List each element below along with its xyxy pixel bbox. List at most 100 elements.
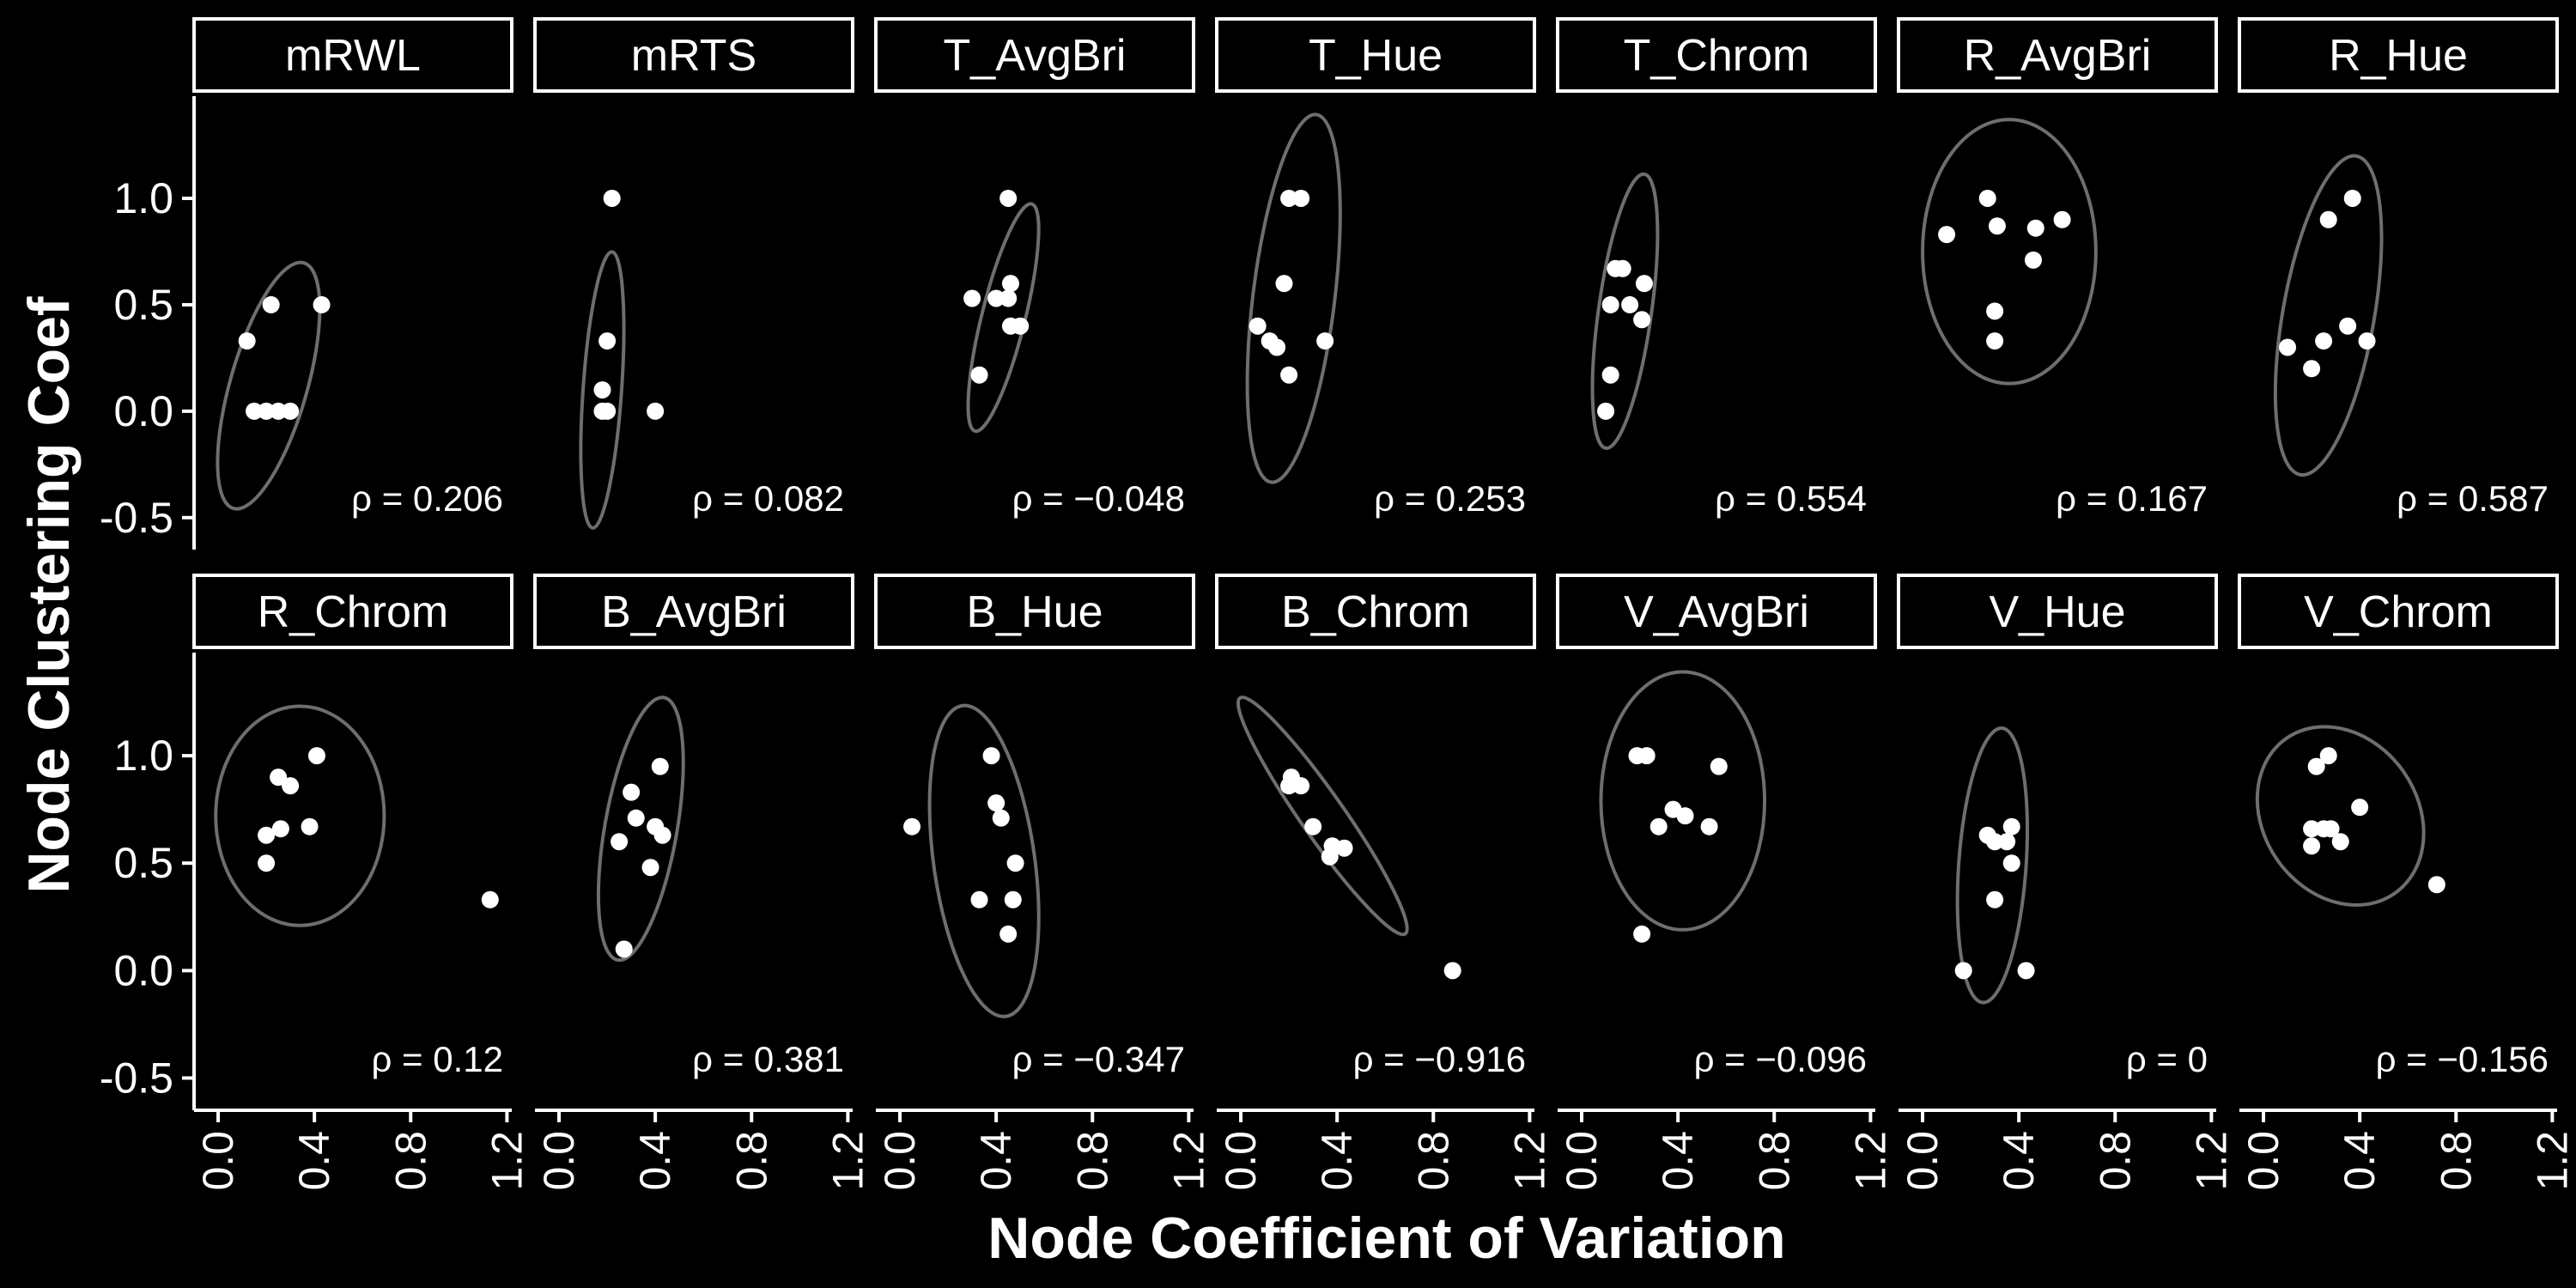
correlation-label: ρ = 0 <box>2126 1039 2208 1079</box>
confidence-ellipse <box>1599 670 1767 932</box>
facet-strip <box>192 574 513 649</box>
facet-strip-label: V_Hue <box>1990 587 2126 637</box>
facet-panel: T_Hue ρ = 0.253 <box>1215 17 1536 519</box>
data-point <box>262 295 280 313</box>
data-point <box>593 381 611 399</box>
data-point <box>313 295 331 313</box>
confidence-ellipse <box>1921 118 2098 386</box>
data-point <box>282 402 300 420</box>
confidence-ellipse <box>1245 112 1342 484</box>
data-point <box>1275 275 1293 293</box>
x-tick-label: 0.4 <box>631 1131 679 1191</box>
data-point <box>627 809 645 827</box>
facet-strip-label: V_AvgBri <box>1624 587 1809 637</box>
correlation-label: ρ = −0.347 <box>1012 1039 1185 1079</box>
data-point <box>2427 876 2445 894</box>
facet-strip-label: V_Chrom <box>2304 587 2493 637</box>
confidence-ellipse <box>596 696 685 963</box>
data-point <box>1443 962 1461 980</box>
y-tick-label: 0.0 <box>113 946 173 994</box>
data-point <box>1006 854 1024 872</box>
facet-strip <box>1556 17 1877 93</box>
data-point <box>1004 890 1022 908</box>
facet-strip <box>1897 574 2218 649</box>
facet-strip <box>533 574 854 649</box>
data-point <box>2053 210 2071 228</box>
data-point <box>1268 338 1286 356</box>
data-point <box>2279 338 2297 356</box>
y-axis-title: Node Clustering Coef <box>16 296 82 893</box>
facet-panel: B_AvgBri ρ = 0.381 <box>533 574 854 1079</box>
confidence-ellipse <box>1955 726 2030 1005</box>
data-point <box>615 940 633 958</box>
facet-panel: R_AvgBri ρ = 0.167 <box>1897 17 2218 519</box>
facet-panel: V_AvgBri ρ = −0.096 <box>1556 574 1877 1079</box>
facet-strip-label: R_Chrom <box>258 587 449 637</box>
x-tick-label: 0.0 <box>194 1131 242 1191</box>
data-point <box>271 820 289 838</box>
data-point <box>270 402 288 420</box>
data-point <box>1986 890 2004 908</box>
data-point <box>2017 962 2035 980</box>
x-tick-label: 0.4 <box>2336 1131 2384 1191</box>
x-tick-label: 0.8 <box>1068 1131 1116 1191</box>
data-point <box>1700 817 1718 835</box>
data-point <box>999 925 1018 943</box>
x-tick-label: 0.4 <box>290 1131 338 1191</box>
data-point <box>2358 332 2376 350</box>
correlation-label: ρ = 0.12 <box>371 1039 503 1079</box>
data-point <box>2303 360 2321 378</box>
data-point <box>970 890 988 908</box>
x-tick-label: 1.2 <box>2187 1131 2235 1191</box>
data-point <box>598 402 617 420</box>
x-tick-label: 0.0 <box>1899 1131 1947 1191</box>
facet-strip <box>1556 574 1877 649</box>
data-point <box>1710 757 1728 775</box>
y-tick-label: 0.5 <box>113 281 173 329</box>
facet-panel: V_Chrom ρ = −0.156 <box>2238 574 2559 1079</box>
data-point <box>1954 962 1972 980</box>
data-point <box>963 289 981 307</box>
data-point <box>2024 251 2042 269</box>
data-point <box>1292 189 1310 207</box>
facet-strip <box>2238 17 2559 93</box>
facet-panel: B_Chrom ρ = −0.916 <box>1215 574 1536 1079</box>
confidence-ellipse <box>927 703 1041 1018</box>
data-point <box>970 366 988 384</box>
data-point <box>653 826 671 844</box>
facet-panel: B_Hue ρ = −0.347 <box>874 574 1195 1079</box>
data-point <box>2307 757 2325 775</box>
x-tick-label: 0.4 <box>1654 1131 1702 1191</box>
facet-strip <box>192 17 513 93</box>
data-point <box>611 833 629 851</box>
facet-strip-label: R_AvgBri <box>1964 31 2152 81</box>
data-point <box>1613 259 1631 277</box>
data-point <box>1249 317 1267 335</box>
data-point <box>982 747 1000 765</box>
data-point <box>1304 817 1322 835</box>
data-point <box>258 826 276 844</box>
data-point <box>2026 219 2044 237</box>
data-point <box>1649 817 1668 835</box>
data-point <box>1292 777 1310 795</box>
data-point <box>2303 820 2321 838</box>
x-tick-label: 1.2 <box>1505 1131 1553 1191</box>
data-point <box>282 777 300 795</box>
correlation-label: ρ = −0.048 <box>1012 478 1185 519</box>
facet-panel: R_Hue ρ = 0.587 <box>2238 17 2559 519</box>
data-point <box>2351 799 2369 817</box>
facet-strip-label: B_Hue <box>967 587 1103 637</box>
facet-strip <box>874 574 1195 649</box>
facet-strip <box>874 17 1195 93</box>
data-point <box>999 289 1018 307</box>
x-tick-label: 1.2 <box>1846 1131 1894 1191</box>
data-point <box>1986 332 2004 350</box>
facet-strip-label: T_AvgBri <box>944 31 1127 81</box>
correlation-label: ρ = 0.082 <box>692 478 844 519</box>
correlation-label: ρ = 0.587 <box>2397 478 2549 519</box>
facet-strip <box>1897 17 2218 93</box>
x-tick-label: 1.2 <box>483 1131 531 1191</box>
correlation-label: ρ = −0.916 <box>1353 1039 1526 1079</box>
data-point <box>1601 366 1619 384</box>
confidence-ellipse <box>579 250 626 530</box>
